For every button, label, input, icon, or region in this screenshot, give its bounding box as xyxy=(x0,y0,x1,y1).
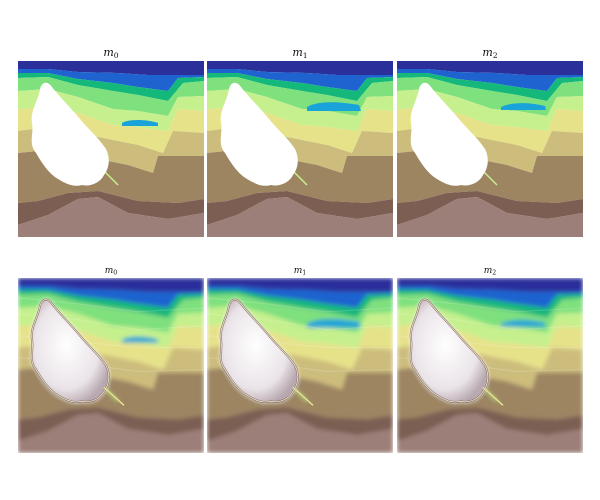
layer-2 xyxy=(207,285,393,308)
layer-9 xyxy=(397,191,583,225)
fault-reflector xyxy=(103,386,125,406)
layer-9 xyxy=(207,191,393,225)
migrated-image-m2 xyxy=(397,278,583,453)
fault-trace xyxy=(292,170,308,186)
layer-10 xyxy=(207,413,393,453)
lens-body xyxy=(501,319,546,327)
layer-9 xyxy=(18,191,204,225)
layer-3 xyxy=(207,73,393,101)
layer-5 xyxy=(18,89,204,131)
layer-4 xyxy=(18,293,204,333)
velocity-model-m2 xyxy=(397,61,583,237)
layer-10 xyxy=(18,413,204,453)
layer-3 xyxy=(397,73,583,101)
layer-5 xyxy=(207,89,393,131)
velocity-model-m0 xyxy=(18,61,204,237)
layer-2 xyxy=(18,285,204,308)
layer-3 xyxy=(18,73,204,101)
salt-body xyxy=(410,82,488,186)
lens-body xyxy=(122,336,158,343)
migrated-image-panel-m1 xyxy=(207,278,393,453)
velocity-model-m1 xyxy=(207,61,393,237)
layer-3 xyxy=(207,289,393,318)
layer-4 xyxy=(18,77,204,116)
fault-trace xyxy=(103,170,119,186)
velocity-model-panel-m0 xyxy=(18,61,204,237)
layer-2 xyxy=(207,69,393,91)
fault-reflector xyxy=(292,386,314,406)
velocity-model-panel-m1 xyxy=(207,61,393,237)
layer-5 xyxy=(18,305,204,348)
layer-1 xyxy=(18,278,204,292)
layer-1 xyxy=(207,278,393,292)
panel-title-bottom-m2: m2 xyxy=(483,266,497,277)
lens-body xyxy=(122,120,158,126)
layer-3 xyxy=(18,289,204,318)
migrated-image-m1 xyxy=(207,278,393,453)
fault-reflector xyxy=(482,386,504,406)
layer-2 xyxy=(18,69,204,91)
layer-2 xyxy=(397,69,583,91)
layer-1 xyxy=(397,278,583,292)
salt-body xyxy=(220,82,298,186)
panel-title-bottom-m1: m1 xyxy=(293,266,307,277)
salt-reflector xyxy=(31,299,110,403)
layer-9 xyxy=(207,407,393,442)
layer-10 xyxy=(18,197,204,237)
layer-5 xyxy=(207,305,393,348)
migrated-image-panel-m2 xyxy=(397,278,583,453)
migrated-image-m0 xyxy=(18,278,204,453)
layer-9 xyxy=(18,407,204,442)
panel-title-bottom-m0: m0 xyxy=(104,266,118,277)
layer-1 xyxy=(18,61,204,75)
layer-5 xyxy=(397,89,583,131)
lens-body xyxy=(307,102,361,111)
lens-body xyxy=(501,103,546,110)
layer-10 xyxy=(397,197,583,237)
layer-2 xyxy=(397,285,583,308)
layer-1 xyxy=(397,61,583,75)
salt-reflector xyxy=(220,299,299,403)
velocity-model-panel-m2 xyxy=(397,61,583,237)
salt-body xyxy=(31,82,109,186)
panel-title-top-m0: m0 xyxy=(103,46,119,60)
layer-9 xyxy=(397,407,583,442)
panel-title-top-m1: m1 xyxy=(292,46,308,60)
layer-3 xyxy=(397,289,583,318)
migrated-image-panel-m0 xyxy=(18,278,204,453)
lens-body xyxy=(307,318,361,328)
fault-trace xyxy=(482,170,498,186)
layer-1 xyxy=(207,61,393,75)
layer-10 xyxy=(397,413,583,453)
panel-title-top-m2: m2 xyxy=(482,46,498,60)
layer-10 xyxy=(207,197,393,237)
layer-5 xyxy=(397,305,583,348)
salt-reflector xyxy=(410,299,489,403)
